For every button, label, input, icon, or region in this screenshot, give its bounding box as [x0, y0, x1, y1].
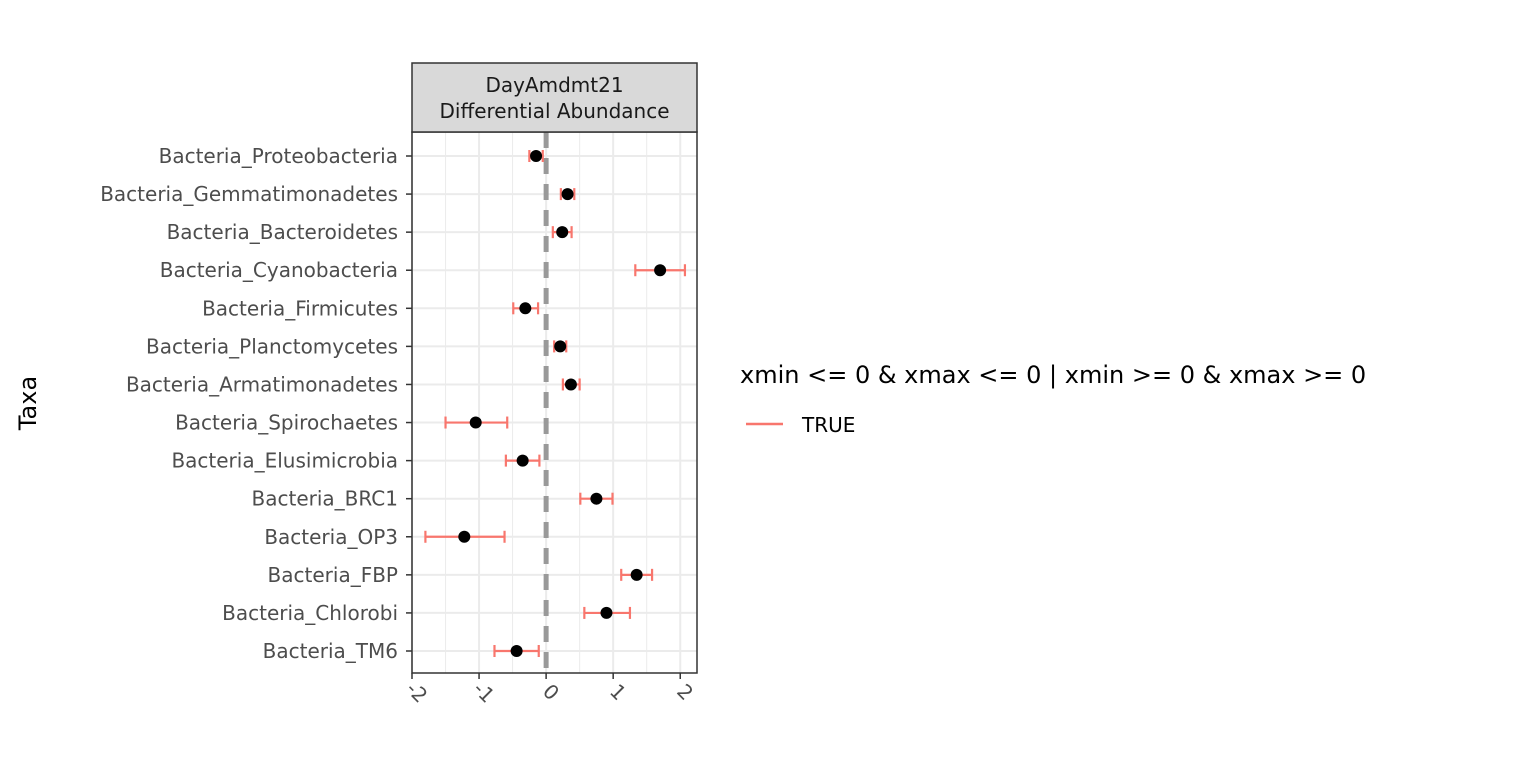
point: [516, 454, 529, 467]
point: [654, 264, 667, 277]
x-tick-label: -1: [468, 677, 499, 708]
point: [590, 492, 603, 505]
y-tick-label: Bacteria_Spirochaetes: [175, 411, 398, 435]
errorbar-group: [424, 150, 687, 657]
y-tick-label: Bacteria_Bacteroidetes: [167, 220, 398, 244]
point-group: [458, 150, 667, 657]
y-tick-label: Bacteria_Planctomycetes: [146, 334, 398, 358]
x-tick-label: -2: [401, 677, 432, 708]
y-tick-label: Bacteria_BRC1: [252, 487, 398, 511]
facet-strip-line1: DayAmdmt21: [485, 73, 623, 97]
point: [600, 606, 613, 619]
facet-strip: [411, 62, 698, 133]
y-tick-label: Bacteria_TM6: [263, 639, 398, 663]
x-tick-label: 1: [605, 679, 631, 705]
point: [469, 416, 482, 429]
point: [564, 378, 577, 391]
y-tick-label: Bacteria_Elusimicrobia: [171, 449, 398, 473]
point: [561, 188, 574, 201]
y-tick-label: Bacteria_Chlorobi: [222, 601, 398, 625]
y-tick-label: Bacteria_Firmicutes: [202, 296, 398, 320]
x-axis-ticks: -2 -1 0 1 2: [401, 673, 698, 708]
y-tick-label: Bacteria_Armatimonadetes: [126, 372, 398, 396]
legend-label-true: TRUE: [801, 413, 855, 437]
y-axis-title: Taxa: [14, 376, 42, 431]
legend-title: xmin <= 0 & xmax <= 0 | xmin >= 0 & xmax…: [740, 361, 1366, 389]
point: [510, 645, 523, 657]
panel-border: [411, 131, 698, 674]
y-axis-ticks: Bacteria_Proteobacteria Bacteria_Gemmatim…: [100, 144, 412, 663]
y-tick-label: Bacteria_Cyanobacteria: [160, 258, 398, 282]
y-tick-label: Bacteria_Proteobacteria: [159, 144, 398, 168]
facet-strip-line2: Differential Abundance: [439, 99, 669, 123]
point: [630, 568, 643, 581]
y-tick-label: Bacteria_OP3: [264, 525, 398, 549]
grid-lines: [411, 132, 697, 673]
x-tick-label: 0: [538, 679, 564, 705]
y-tick-label: Bacteria_Gemmatimonadetes: [100, 182, 398, 206]
y-tick-label: Bacteria_FBP: [268, 563, 398, 587]
point: [458, 530, 471, 543]
x-tick-label: 2: [672, 679, 698, 705]
point: [530, 150, 543, 162]
point: [554, 340, 567, 353]
legend: xmin <= 0 & xmax <= 0 | xmin >= 0 & xmax…: [740, 361, 1366, 437]
point: [519, 302, 532, 315]
point: [556, 226, 569, 239]
